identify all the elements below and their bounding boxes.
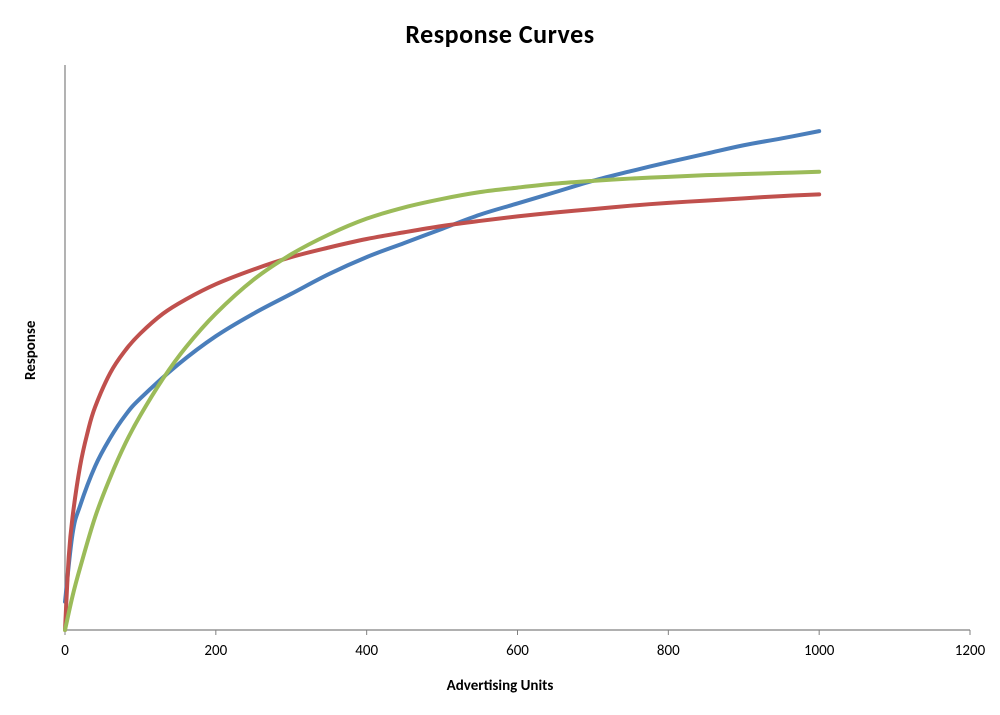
x-tick-label: 1000 (804, 642, 835, 660)
x-tick-label: 400 (355, 642, 378, 660)
series-green (65, 172, 819, 630)
series-red (65, 194, 819, 630)
chart-plot: 0 200 400 600 800 1000 1200 (0, 0, 1000, 715)
chart-container: Response Curves Response Advertising Uni… (0, 0, 1000, 715)
x-tick-label: 200 (204, 642, 227, 660)
x-tick-label: 800 (657, 642, 680, 660)
x-tick-label: 1200 (955, 642, 986, 660)
x-tick-label: 600 (506, 642, 529, 660)
x-tick-label: 0 (61, 642, 69, 660)
